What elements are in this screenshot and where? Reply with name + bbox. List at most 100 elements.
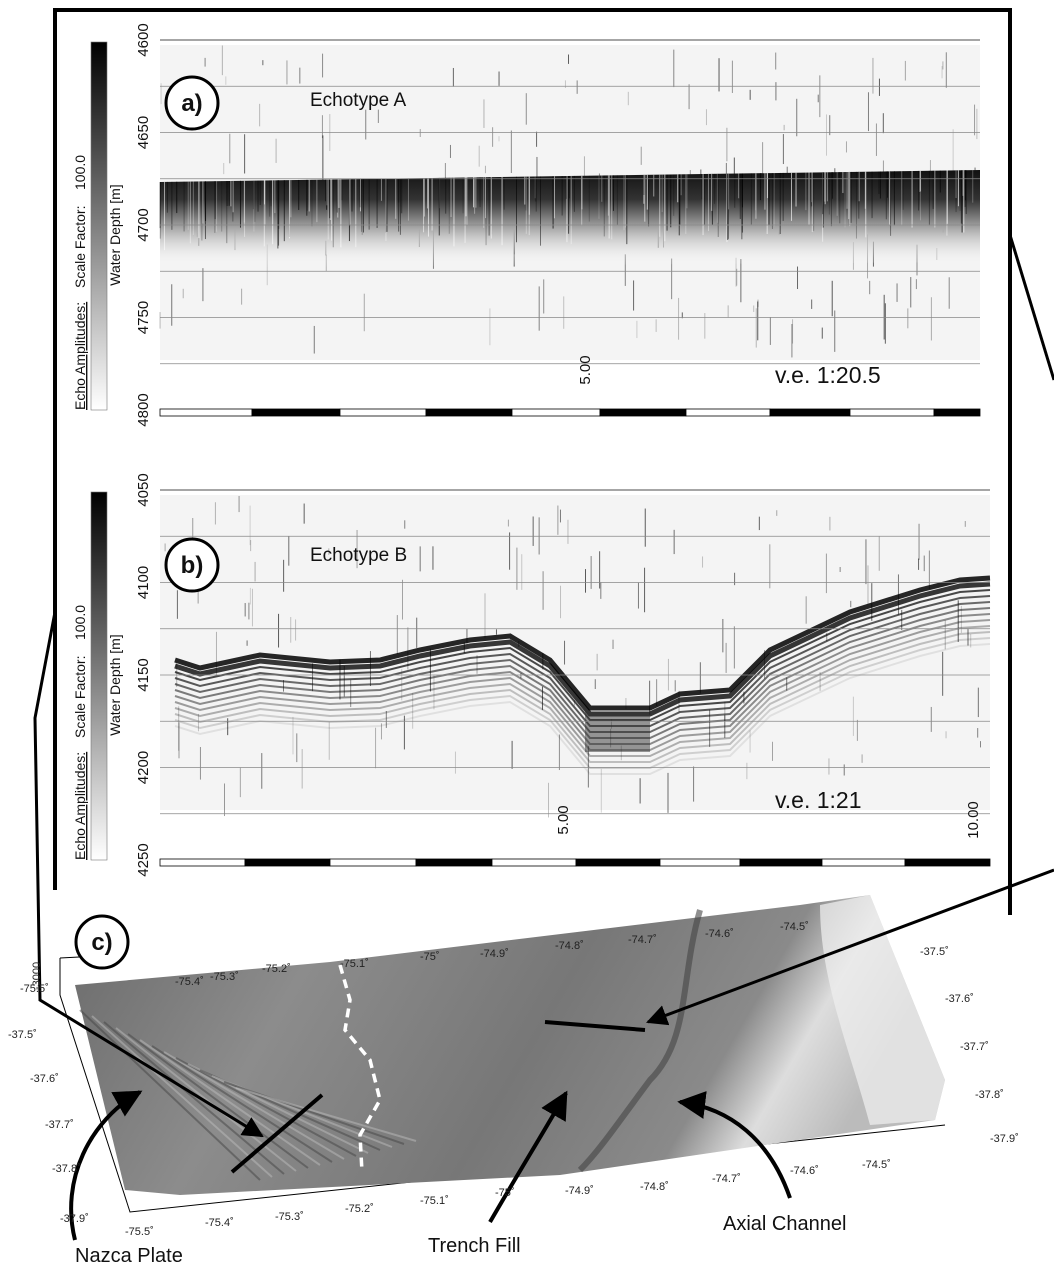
connector-b <box>33 611 264 1138</box>
depth-tick-label: 4800 <box>135 393 152 426</box>
coordinate-label: -74.8˚ <box>640 1181 669 1193</box>
distance-bar-segment <box>769 408 851 417</box>
distance-bar-segment <box>821 858 906 867</box>
depth-label: -3000 <box>31 962 43 990</box>
coordinate-label: -75.4˚ <box>205 1217 234 1229</box>
profile-line <box>230 1020 646 1174</box>
y-axis-label: Water Depth [m] <box>107 634 123 735</box>
map-panel: c)-3000-75.5˚-75.4˚ -75.3˚-75.2˚ -75.1˚-75… <box>8 234 1054 1267</box>
coordinate-label: -75.2˚ <box>262 963 291 975</box>
map-annotation: Axial Channel <box>723 1213 846 1235</box>
depth-tick-label: 4700 <box>135 208 152 241</box>
distance-bar-segment <box>659 858 741 867</box>
echogram: 4050 4100 4150 4200 4250 5.00 10.00 v.e. 1:21 b)… <box>72 473 991 877</box>
coordinate-label: -37.5˚ <box>920 946 949 958</box>
coordinate-label: -75˚ <box>420 951 440 963</box>
connector-a <box>1008 234 1054 381</box>
panel-label: a) <box>181 90 202 117</box>
panel-label: c) <box>91 929 112 956</box>
sediment-layer <box>174 625 991 757</box>
sediment-layer <box>174 643 991 775</box>
distance-bar-segment <box>159 408 253 417</box>
coordinate-label: -37.6˚ <box>30 1073 59 1085</box>
ridge-lineation <box>115 1027 297 1172</box>
sediment-layer <box>174 595 991 727</box>
distance-label: 10.00 <box>965 801 982 839</box>
colorbar-scale-label: Scale Factor: <box>72 656 88 738</box>
arrow-nazca <box>69 1090 143 1241</box>
coordinate-label: -74.7˚ <box>712 1173 741 1185</box>
sediment-layer <box>174 581 991 717</box>
coordinate-label: -37.7˚ <box>45 1119 74 1131</box>
coordinate-label: -75.4˚ <box>175 976 204 988</box>
sediment-layer <box>174 575 991 711</box>
coordinate-label: -37.9˚ <box>990 1133 1019 1145</box>
colorbar <box>90 41 108 411</box>
distance-bar-segment <box>415 858 493 867</box>
distance-bar-segment <box>739 858 823 867</box>
depth-tick-label: 4750 <box>135 301 152 334</box>
coordinate-label: -37.6˚ <box>945 993 974 1005</box>
distance-bar-segment <box>329 858 417 867</box>
depth-tick-label: 4650 <box>135 116 152 149</box>
echotype-title: Echotype A <box>310 90 406 111</box>
coordinate-label: -75.2˚ <box>345 1203 374 1215</box>
colorbar-label: Echo Amplitudes: <box>72 752 88 860</box>
depth-tick-label: 4600 <box>135 23 152 56</box>
connector-a-map <box>646 868 1054 1026</box>
echogram-bg <box>160 495 990 810</box>
panel-label: b) <box>181 552 204 579</box>
ve-label: v.e. 1:20.5 <box>775 362 881 388</box>
coordinate-label: -37.8˚ <box>975 1089 1004 1101</box>
distance-bar-segment <box>685 408 771 417</box>
distance-bar-segment <box>575 858 661 867</box>
axial-channel <box>577 909 703 1173</box>
ridge-lineation <box>163 1051 345 1160</box>
sediment-layer <box>174 631 991 763</box>
coordinate-label: -37.9˚ <box>60 1213 89 1225</box>
sediment-layer <box>174 619 991 751</box>
depth-tick-label: 4050 <box>135 473 152 506</box>
colorbar <box>90 491 108 861</box>
echogram: 4600 4650 4700 4750 4800 5.00 v.e. 1:20.5 a) Ech… <box>72 23 981 427</box>
coordinate-label: -75.3˚ <box>210 971 239 983</box>
distance-bar-segment <box>511 408 601 417</box>
coordinate-label: -75.5˚ <box>20 983 49 995</box>
ridge-lineation <box>103 1021 285 1175</box>
distance-label: 5.00 <box>555 805 572 834</box>
ridge-lineation <box>79 1009 261 1181</box>
sediment-layer <box>174 601 991 733</box>
sediment-layer <box>174 607 991 739</box>
depth-tick-label: 4200 <box>135 751 152 784</box>
distance-bar-segment <box>491 858 577 867</box>
panel-label-circle <box>164 537 220 593</box>
colorbar-scale-value: 100.0 <box>72 605 88 640</box>
ve-label: v.e. 1:21 <box>775 787 862 813</box>
distance-bar-segment <box>849 408 935 417</box>
coordinate-label: -74.5˚ <box>862 1159 891 1171</box>
depth-tick-label: 4250 <box>135 843 152 876</box>
distance-label: 5.00 <box>577 355 594 384</box>
coordinate-label: -75˚ <box>495 1187 515 1199</box>
coordinate-label: -37.8˚ <box>52 1163 81 1175</box>
echotype-title: Echotype B <box>310 545 407 566</box>
panel-label-circle <box>74 914 130 970</box>
distance-bar-segment <box>244 858 331 867</box>
sediment-layer <box>174 613 991 745</box>
colorbar-scale-label: Scale Factor: <box>72 206 88 288</box>
coordinate-label: -74.8˚ <box>555 940 584 952</box>
coordinate-label: -74.7˚ <box>628 934 657 946</box>
depth-tick-label: 4150 <box>135 658 152 691</box>
echograms: 4600 4650 4700 4750 4800 5.00 v.e. 1:20.5 a) Ech… <box>72 23 991 877</box>
sediment-layer <box>174 589 991 721</box>
coordinate-label: -74.6˚ <box>705 928 734 940</box>
distance-bar-segment <box>251 408 341 417</box>
depth-tick-label: 4100 <box>135 566 152 599</box>
colorbar-label: Echo Amplitudes: <box>72 302 88 410</box>
arrow-trench <box>488 1090 568 1223</box>
map-annotation: Trench Fill <box>428 1235 521 1257</box>
panel-label-circle <box>164 75 220 131</box>
slope-relief <box>820 895 945 1125</box>
trench-fill-reflection <box>585 712 650 752</box>
